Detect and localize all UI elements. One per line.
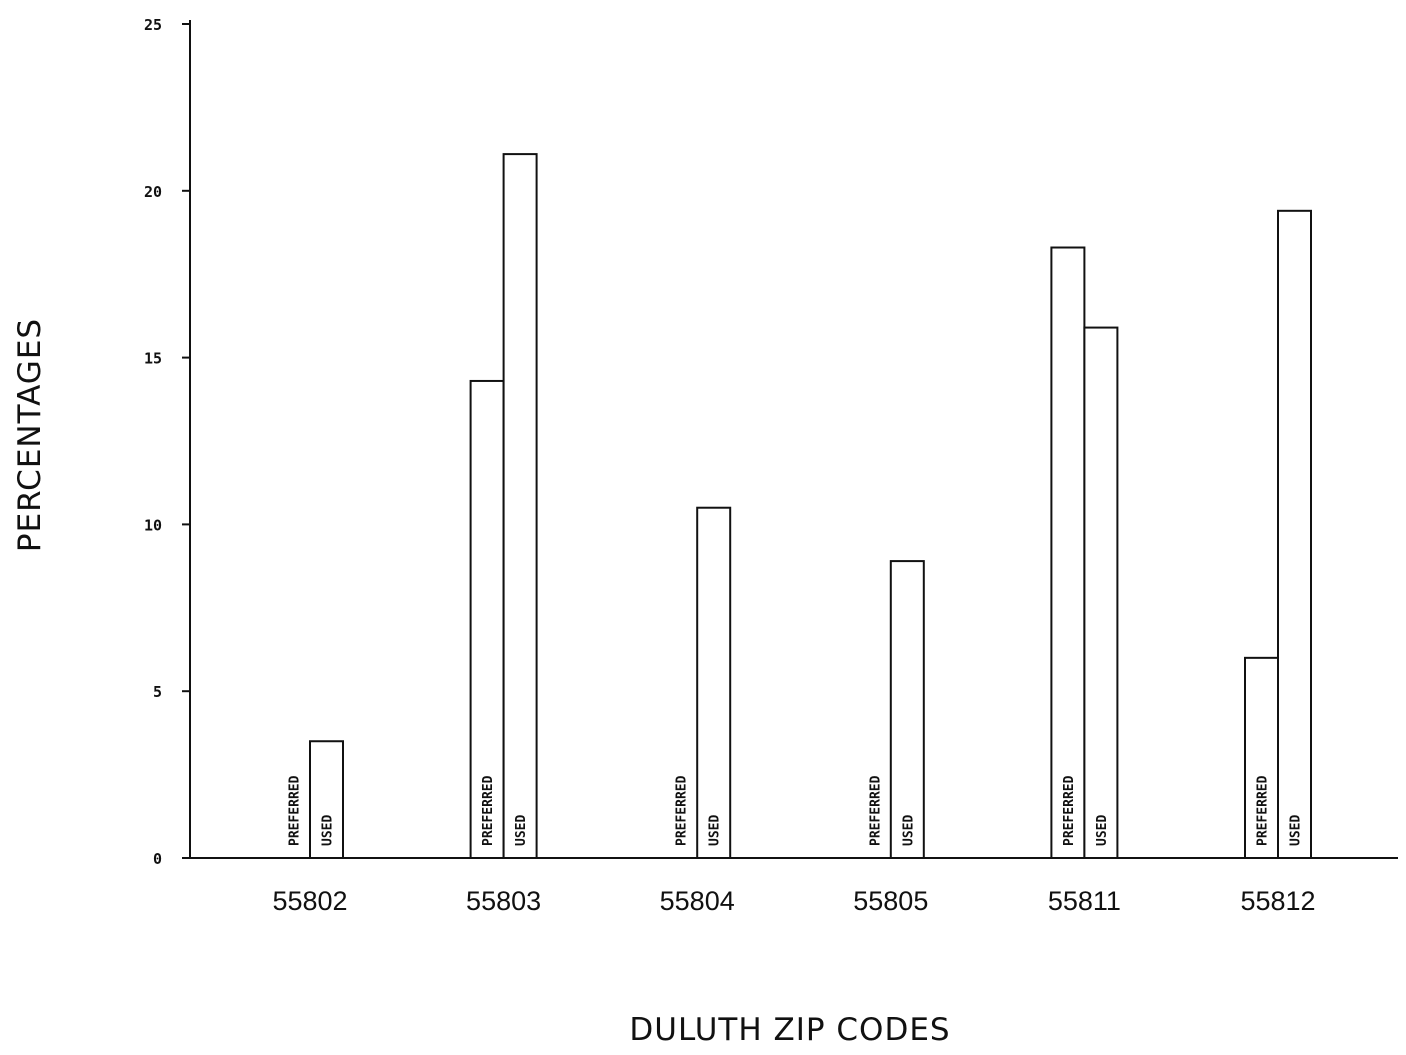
x-category-label: 55802 [272, 886, 347, 916]
y-tick-label: 5 [153, 683, 162, 701]
x-category-label: 55812 [1240, 886, 1315, 916]
bar-used-55802 [309, 740, 344, 859]
axes [189, 20, 1398, 859]
bar-used-55812 [1277, 209, 1312, 860]
category-labels: 55802 55803 55804 55805 55811 55812 [272, 886, 1315, 916]
bar-used-55805 [889, 560, 925, 859]
bar-label-preferred: PREFERRED [481, 775, 496, 846]
y-tick-label: 20 [144, 183, 162, 201]
bar-used-55811 [1083, 326, 1119, 859]
bar-label-used: USED [901, 815, 916, 846]
x-category-label: 55805 [853, 886, 928, 916]
bar-label-used: USED [708, 815, 723, 846]
y-tick-label: 15 [144, 350, 162, 368]
bar-label-preferred: PREFERRED [288, 775, 303, 846]
bar-used-55803 [502, 153, 538, 859]
y-ticks: 0 5 10 15 20 25 [144, 16, 190, 868]
bar-label-preferred: PREFERRED [868, 775, 883, 846]
bar-used-55804 [696, 506, 732, 859]
bar-preferred-55811 [1050, 246, 1086, 859]
bar-preferred-55803 [469, 379, 505, 859]
y-tick-label: 0 [153, 850, 162, 868]
bar-label-preferred: PREFERRED [675, 775, 690, 846]
bar-label-used: USED [1289, 815, 1304, 846]
y-tick-label: 25 [144, 16, 162, 34]
y-axis-title: PERCENTAGES [12, 318, 48, 552]
y-tick-label: 10 [144, 516, 162, 534]
x-category-label: 55804 [660, 886, 735, 916]
bar-label-preferred: PREFERRED [1256, 775, 1271, 846]
bar-label-used: USED [1095, 815, 1110, 846]
x-axis-title: DULUTH ZIP CODES [629, 1012, 950, 1048]
x-category-label: 55811 [1048, 886, 1121, 916]
bar-label-preferred: PREFERRED [1062, 775, 1077, 846]
bar-label-used: USED [321, 815, 336, 846]
x-category-label: 55803 [466, 886, 541, 916]
bar-label-used: USED [514, 815, 529, 846]
bars: PREFERRED USED PREFERRED USED PREFERRED USED P… [288, 153, 1312, 860]
